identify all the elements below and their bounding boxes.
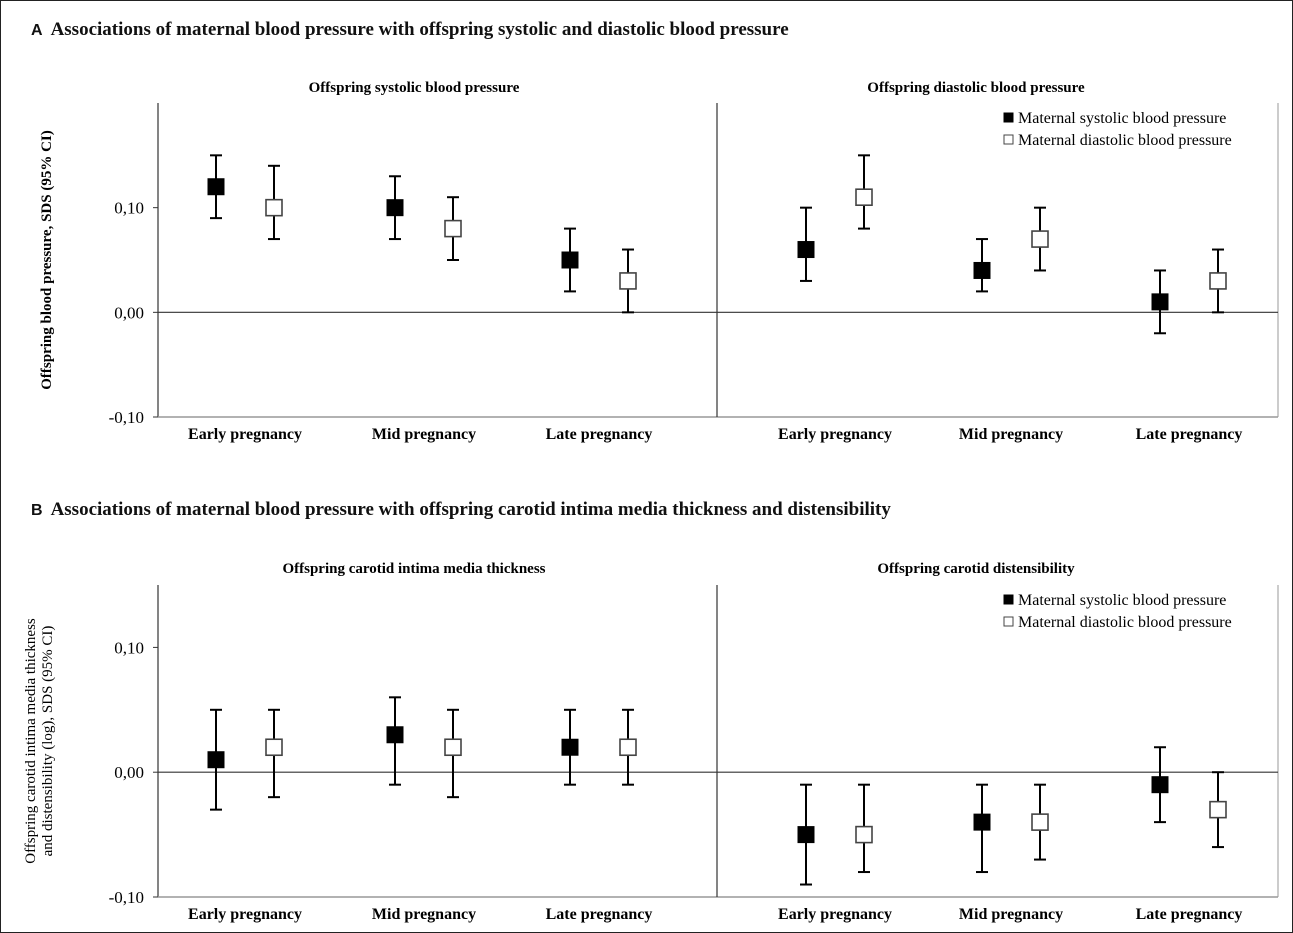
y-axis-label: Offspring blood pressure, SDS (95% CI)	[39, 130, 55, 389]
point-maternal-diastolic	[444, 738, 462, 757]
point-maternal-diastolic	[1209, 272, 1227, 290]
x-tick-label: Late pregnancy	[1136, 426, 1243, 443]
subplot-title: Offspring diastolic blood pressure	[867, 80, 1085, 96]
y-tick-label: 0,10	[114, 638, 144, 657]
subplot-title: Offspring systolic blood pressure	[309, 80, 520, 96]
panel-a-letter: A	[31, 22, 43, 39]
point-maternal-diastolic	[1031, 813, 1049, 831]
point-maternal-systolic	[386, 726, 404, 744]
y-tick-label: -0,10	[109, 408, 144, 427]
y-tick-label: 0,00	[114, 763, 144, 782]
panel-a-title: A Associations of maternal blood pressure…	[31, 19, 789, 41]
point-maternal-systolic	[1151, 776, 1169, 794]
subplot-title: Offspring carotid intima media thickness	[282, 561, 545, 577]
legend-label: Maternal diastolic blood pressure	[1018, 132, 1232, 149]
y-tick-label: 0,10	[114, 199, 144, 218]
x-tick-label: Early pregnancy	[778, 906, 892, 923]
y-tick-label: 0,00	[114, 303, 144, 322]
point-maternal-systolic	[561, 251, 579, 269]
x-tick-label: Early pregnancy	[778, 426, 892, 443]
point-maternal-diastolic	[265, 198, 283, 217]
y-axis-label: Offspring carotid intima media thickness	[23, 618, 39, 864]
point-maternal-systolic	[561, 738, 579, 756]
panel-a-title-text: Associations of maternal blood pressure …	[50, 19, 789, 40]
legend-marker-diastolic	[1003, 134, 1014, 145]
legend-label: Maternal systolic blood pressure	[1018, 592, 1226, 609]
legend-marker-systolic	[1003, 594, 1014, 605]
x-tick-label: Late pregnancy	[546, 426, 653, 443]
chart-a: -0,10 0,00 0,10 Offspring blood pressure, S…	[39, 80, 1279, 443]
x-tick-label: Early pregnancy	[188, 906, 302, 923]
point-maternal-diastolic	[619, 272, 637, 290]
point-maternal-systolic	[973, 261, 991, 279]
subplot-title: Offspring carotid distensibility	[877, 561, 1075, 577]
point-maternal-diastolic	[1209, 800, 1227, 819]
panel-b-letter: B	[31, 502, 43, 519]
panel-b-title-text: Associations of maternal blood pressure …	[50, 499, 891, 520]
point-maternal-systolic	[797, 241, 815, 259]
point-maternal-systolic	[973, 813, 991, 831]
legend-label: Maternal systolic blood pressure	[1018, 110, 1226, 127]
point-maternal-systolic	[1151, 293, 1169, 311]
x-tick-label: Late pregnancy	[1136, 906, 1243, 923]
point-maternal-systolic	[207, 751, 225, 769]
point-maternal-diastolic	[1031, 230, 1049, 248]
x-tick-label: Mid pregnancy	[372, 426, 476, 443]
point-maternal-diastolic	[265, 738, 283, 757]
point-maternal-diastolic	[619, 738, 637, 757]
x-tick-label: Early pregnancy	[188, 426, 302, 443]
point-maternal-diastolic	[855, 825, 873, 844]
point-maternal-systolic	[207, 178, 225, 196]
legend-label: Maternal diastolic blood pressure	[1018, 614, 1232, 631]
chart-b: -0,10 0,00 0,10 Offspring carotid intima me…	[23, 561, 1279, 923]
y-tick-label: -0,10	[109, 888, 144, 907]
legend-marker-systolic	[1003, 112, 1014, 123]
point-maternal-systolic	[386, 199, 404, 217]
x-tick-label: Mid pregnancy	[372, 906, 476, 923]
x-tick-label: Mid pregnancy	[959, 426, 1063, 443]
x-tick-label: Late pregnancy	[546, 906, 653, 923]
y-axis-label: and distensibility (log), SDS (95% CI)	[40, 626, 56, 857]
panel-b-title: B Associations of maternal blood pressure…	[31, 499, 891, 521]
legend-marker-diastolic	[1003, 616, 1014, 627]
x-tick-label: Mid pregnancy	[959, 906, 1063, 923]
point-maternal-systolic	[797, 826, 815, 844]
point-maternal-diastolic	[444, 219, 462, 238]
point-maternal-diastolic	[855, 188, 873, 206]
